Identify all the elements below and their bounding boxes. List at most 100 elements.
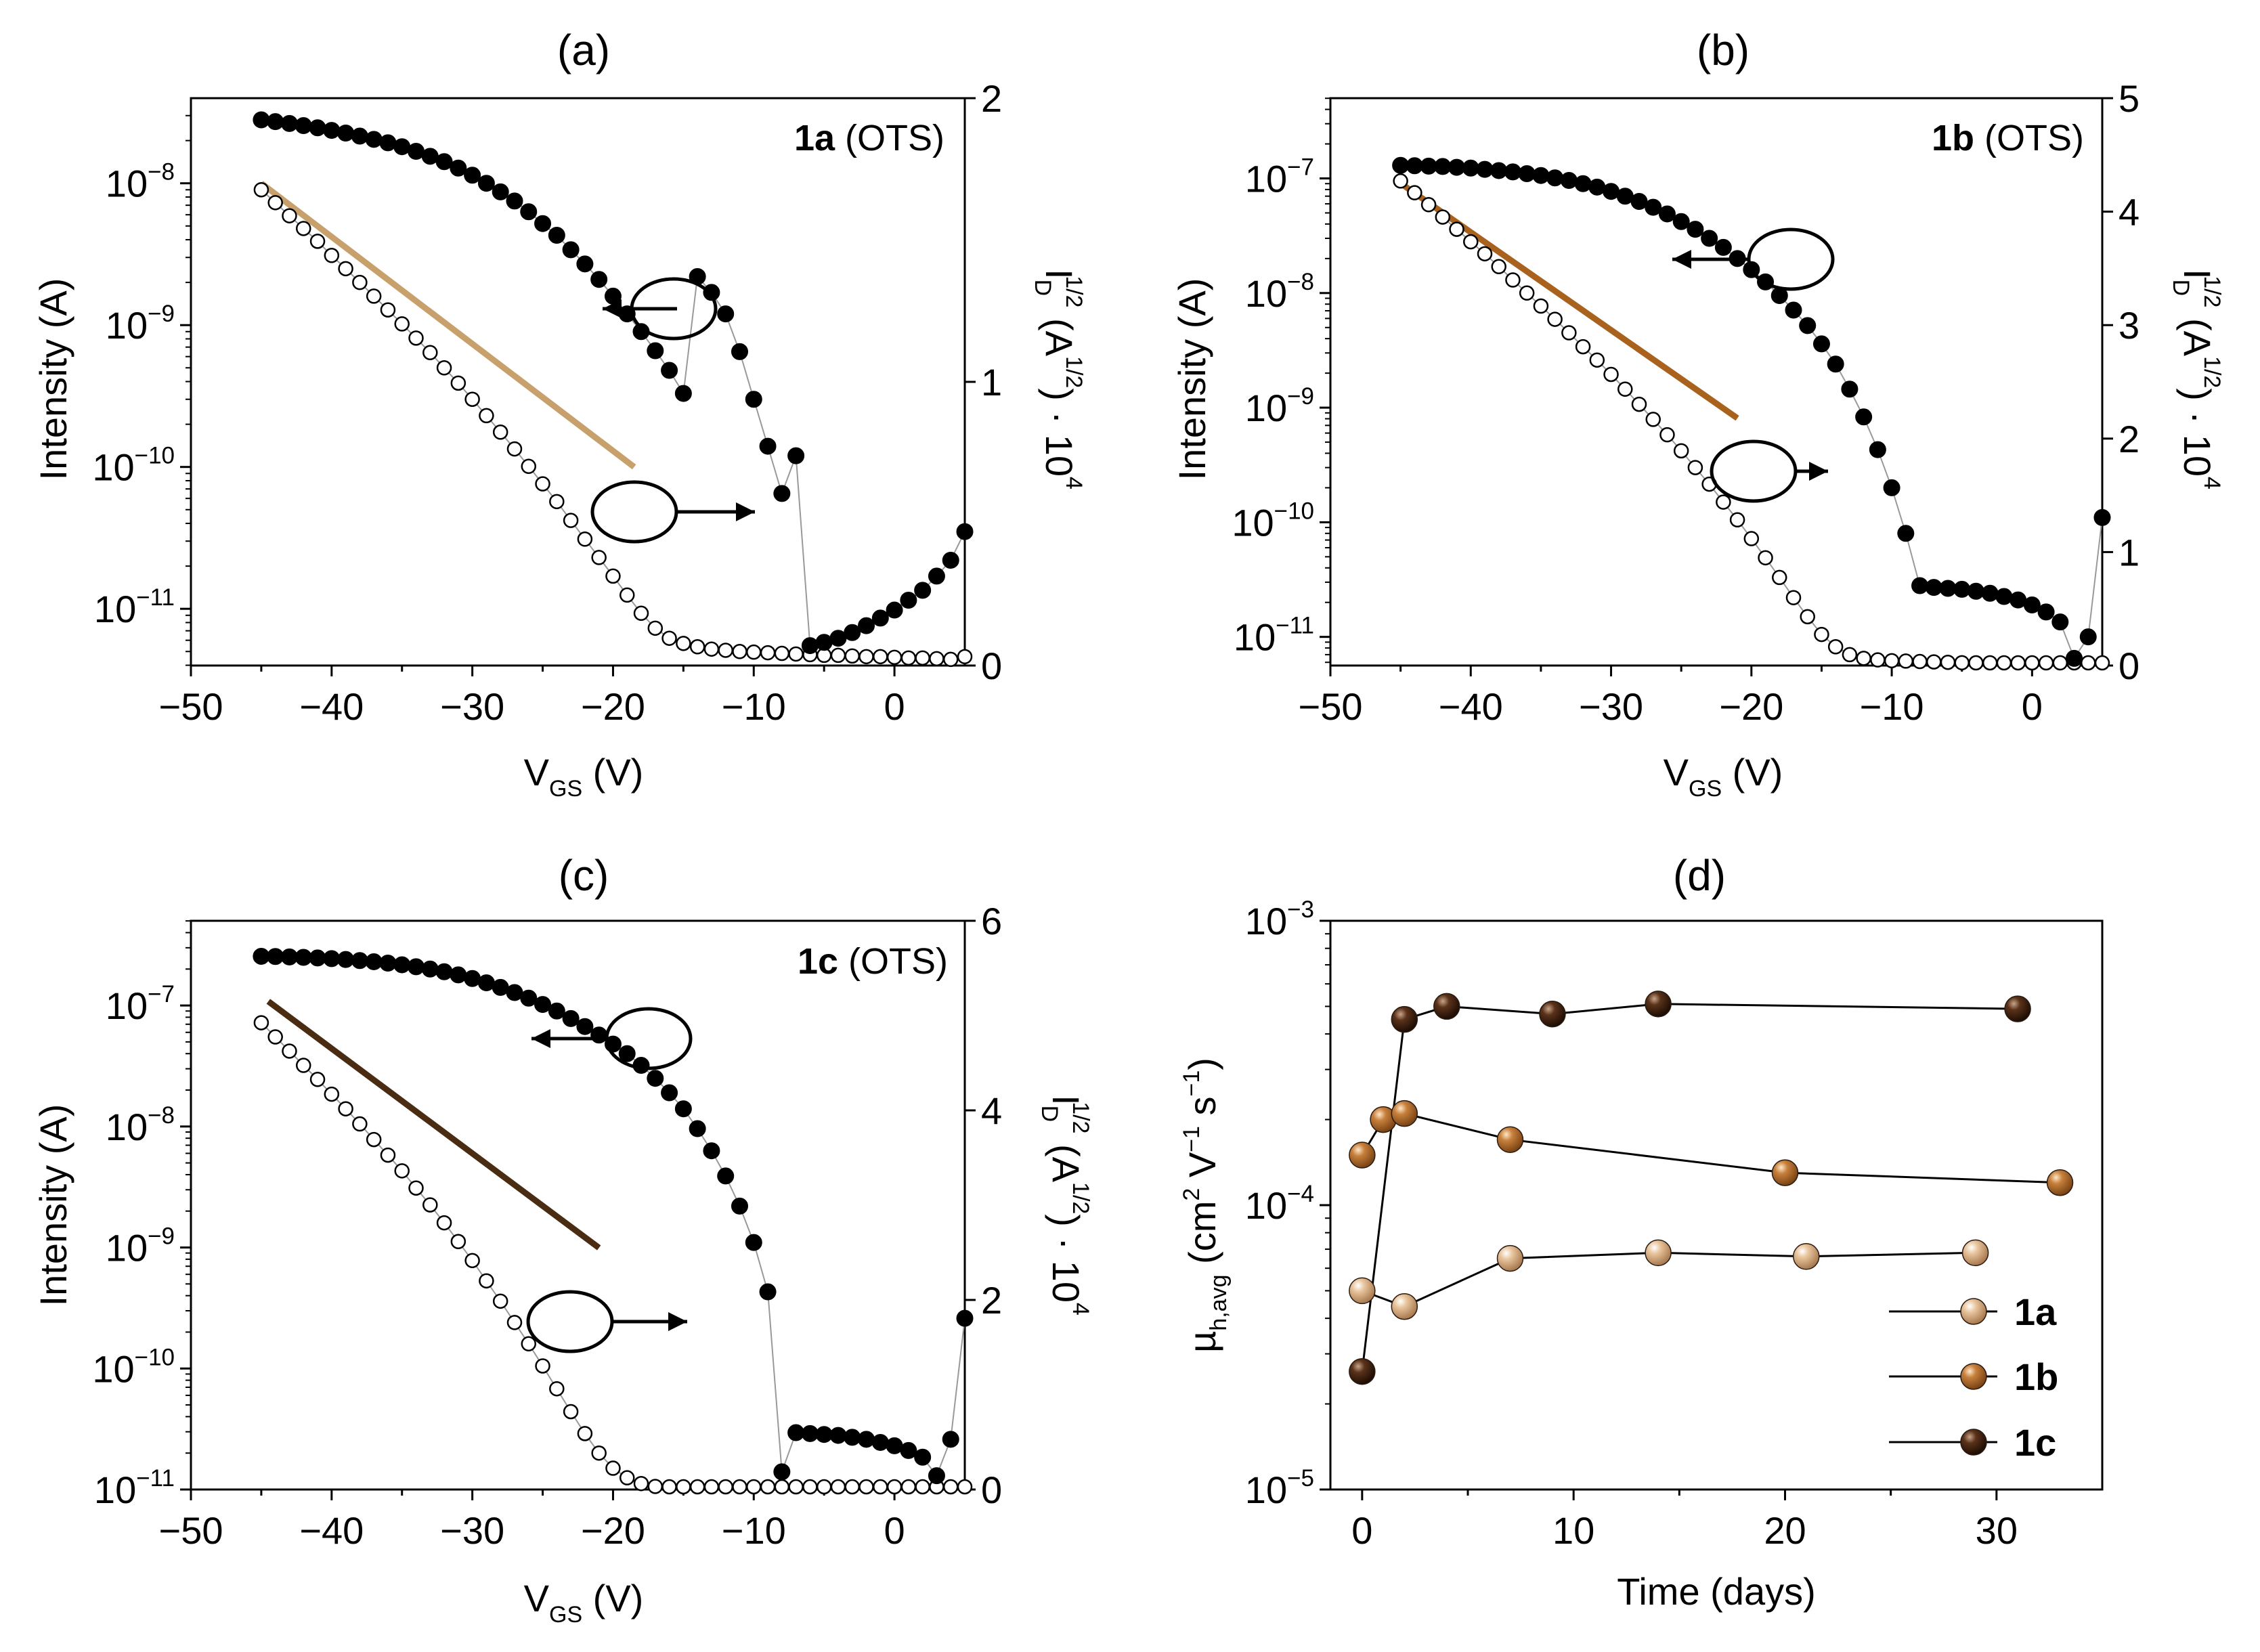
open-marker — [957, 1479, 973, 1495]
filled-marker — [576, 255, 594, 273]
open-marker — [1617, 381, 1633, 397]
open-marker — [746, 644, 762, 660]
filled-marker — [871, 609, 889, 627]
marker-1a — [1961, 1239, 1989, 1267]
open-marker — [1814, 626, 1829, 643]
open-marker — [1491, 259, 1506, 275]
open-marker — [1842, 647, 1858, 663]
marker-1c — [1349, 1357, 1376, 1385]
panel-c-y2label: ID 1/2 (A1/2) · 104 — [1037, 1095, 1093, 1316]
filled-marker — [2023, 596, 2041, 613]
open-marker — [549, 1381, 565, 1397]
y-tick-label: 10−7 — [1245, 154, 1314, 200]
filled-marker — [1883, 479, 1900, 496]
x-tick-label: −40 — [1439, 685, 1503, 728]
open-marker — [577, 531, 593, 547]
filled-marker — [351, 127, 368, 145]
annotation-arrow-head — [603, 299, 622, 318]
y-tick-label: 10−11 — [94, 584, 175, 630]
open-marker — [479, 1273, 494, 1289]
filled-marker — [1672, 213, 1690, 230]
x-tick-label: 0 — [1351, 1509, 1372, 1552]
open-marker — [2052, 655, 2068, 671]
x-tick-label: −10 — [722, 1509, 786, 1552]
open-marker — [253, 1015, 269, 1030]
fit-line — [259, 181, 636, 470]
filled-marker — [745, 391, 762, 408]
open-marker — [591, 550, 607, 565]
open-marker — [1954, 655, 1970, 671]
filled-marker — [661, 362, 678, 379]
open-marker — [774, 645, 790, 661]
open-marker — [732, 644, 747, 659]
filled-marker — [309, 119, 326, 137]
open-marker — [436, 1215, 452, 1231]
open-marker — [1687, 460, 1703, 475]
open-marker — [296, 221, 311, 236]
open-marker — [563, 1404, 579, 1420]
annotation-arrow-head — [736, 502, 755, 521]
filled-marker — [534, 215, 552, 232]
filled-marker — [1504, 163, 1521, 181]
panel-a-xlabel: VGS (V) — [524, 751, 644, 802]
panel-d-xlabel: Time (days) — [1617, 1570, 1816, 1613]
open-marker — [1729, 512, 1745, 528]
panel-c-title: (c) — [559, 851, 609, 900]
filled-marker — [717, 1167, 735, 1185]
open-marker — [1435, 209, 1451, 225]
open-marker — [1463, 234, 1479, 250]
marker-1c — [1433, 993, 1460, 1020]
filled-series-line — [261, 119, 965, 647]
filled-marker — [759, 437, 777, 455]
filled-marker — [267, 113, 284, 131]
annotation-arrow-head — [1809, 462, 1828, 481]
filled-marker — [844, 624, 861, 641]
open-marker — [844, 1479, 860, 1495]
open-marker — [788, 1479, 804, 1495]
open-marker — [338, 1101, 353, 1116]
filled-marker — [886, 601, 903, 619]
marker-1a — [1645, 1239, 1672, 1267]
panel-a-ylabel: Intensity (A) — [32, 278, 74, 481]
open-marker — [1898, 653, 1914, 669]
filled-marker — [590, 271, 608, 288]
open-marker — [1800, 609, 1815, 625]
open-marker — [450, 1234, 466, 1250]
open-marker — [774, 1479, 790, 1495]
y2-tick-label: 6 — [981, 900, 1002, 942]
filled-marker — [1995, 588, 2013, 605]
open-marker — [1996, 655, 2012, 671]
x-tick-label: −50 — [1299, 685, 1363, 728]
y2-tick-label: 4 — [2118, 191, 2139, 234]
open-marker — [2010, 655, 2026, 671]
filled-marker — [548, 1002, 565, 1020]
open-marker — [647, 1479, 664, 1494]
open-marker — [1519, 285, 1535, 301]
open-marker — [338, 261, 353, 277]
filled-marker — [2037, 603, 2055, 621]
filled-marker — [576, 1018, 594, 1035]
open-marker — [506, 441, 523, 457]
x-tick-label: −30 — [440, 685, 504, 728]
x-tick-label: 10 — [1552, 1509, 1594, 1552]
filled-marker — [477, 175, 495, 192]
panel-a-label: 1a (OTS) — [794, 118, 944, 158]
filled-marker — [731, 1197, 748, 1215]
filled-marker — [337, 125, 355, 142]
annotation-arrow-head — [668, 1312, 687, 1331]
y2-tick-label: 0 — [981, 645, 1002, 687]
open-marker — [267, 1029, 283, 1045]
x-tick-label: −20 — [581, 685, 645, 728]
filled-marker — [1714, 238, 1732, 256]
marker-1b — [1496, 1126, 1524, 1153]
filled-marker — [759, 1283, 777, 1301]
filled-marker — [421, 960, 439, 978]
plot-frame — [190, 97, 966, 667]
marker-1a — [1792, 1243, 1820, 1270]
marker-1c — [1391, 1005, 1418, 1033]
marker-1c — [2004, 995, 2031, 1022]
panel-b-plot: −50 −40 −30 −20 −10 0 10−11 10−10 10−9 10−8 10−7 0 1… — [1232, 77, 2139, 728]
open-marker — [1856, 651, 1871, 666]
filled-marker — [408, 958, 425, 976]
